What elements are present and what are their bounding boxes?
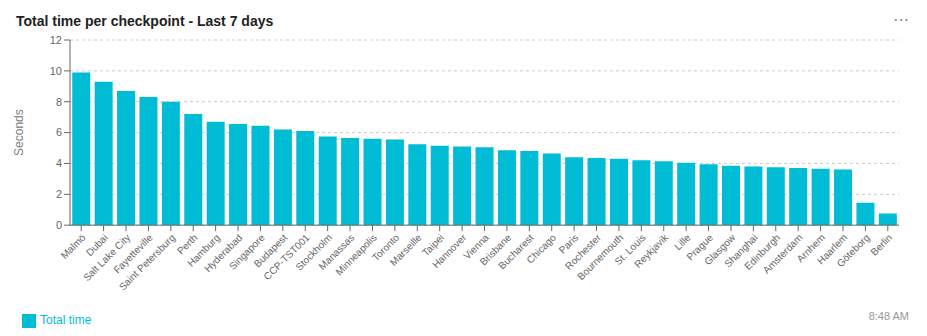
svg-text:2: 2 bbox=[56, 188, 62, 200]
svg-text:St. Louis: St. Louis bbox=[612, 231, 648, 268]
svg-text:Perth: Perth bbox=[175, 231, 200, 257]
svg-text:Amsterdam: Amsterdam bbox=[760, 231, 805, 276]
svg-text:Vienna: Vienna bbox=[461, 231, 491, 262]
svg-text:10: 10 bbox=[50, 65, 62, 77]
html-text:Total time per checkpoint - La: Total time per checkpoint - Last 7 days bbox=[16, 13, 274, 29]
svg-text:Hyderabad: Hyderabad bbox=[202, 231, 245, 275]
svg-text:Minneapolis: Minneapolis bbox=[333, 231, 379, 278]
svg-text:Hamburg: Hamburg bbox=[185, 231, 223, 269]
svg-text:4: 4 bbox=[56, 157, 62, 169]
svg-text:Hannover: Hannover bbox=[430, 231, 469, 271]
svg-text:6: 6 bbox=[56, 126, 62, 138]
svg-text:Marseille: Marseille bbox=[388, 232, 424, 268]
svg-text:Haarlem: Haarlem bbox=[814, 231, 850, 267]
html-text:8:48 AM: 8:48 AM bbox=[868, 310, 909, 322]
svg-text:Brisbane: Brisbane bbox=[477, 231, 514, 268]
svg-text:8: 8 bbox=[56, 96, 62, 108]
svg-text:Toronto: Toronto bbox=[369, 231, 402, 264]
svg-text:Dubai: Dubai bbox=[83, 231, 110, 259]
svg-text:Singapore: Singapore bbox=[226, 231, 267, 272]
svg-text:Seconds: Seconds bbox=[12, 109, 26, 156]
svg-text:Prague: Prague bbox=[684, 231, 715, 263]
svg-text:Manassas: Manassas bbox=[316, 231, 357, 272]
svg-text:Rochester: Rochester bbox=[563, 231, 603, 272]
svg-text:CCP-TST001: CCP-TST001 bbox=[261, 231, 312, 282]
svg-text:Paris: Paris bbox=[556, 231, 581, 256]
svg-text:12: 12 bbox=[50, 34, 62, 46]
svg-text:Arnhem: Arnhem bbox=[794, 231, 827, 265]
svg-text:Fayetteville: Fayetteville bbox=[111, 231, 155, 276]
svg-text:Chicago: Chicago bbox=[524, 232, 558, 266]
svg-text:Malmö: Malmö bbox=[59, 232, 88, 261]
svg-text:0: 0 bbox=[56, 219, 62, 231]
svg-text:Reykjavik: Reykjavik bbox=[632, 231, 671, 270]
svg-text:Saint Petersburg: Saint Petersburg bbox=[117, 232, 177, 292]
svg-text:Bournemouth: Bournemouth bbox=[575, 231, 626, 283]
svg-text:Salt Lake City: Salt Lake City bbox=[81, 231, 133, 284]
svg-text:Shanghai: Shanghai bbox=[722, 231, 760, 270]
svg-text:Bucharest: Bucharest bbox=[496, 231, 536, 272]
svg-text:Lille: Lille bbox=[672, 231, 693, 253]
svg-text:Glasgow: Glasgow bbox=[702, 231, 738, 268]
svg-text:Stockholm: Stockholm bbox=[293, 231, 335, 273]
svg-text:Göteborg: Göteborg bbox=[835, 232, 872, 269]
svg-text:Taipei: Taipei bbox=[419, 231, 447, 259]
svg-text:Edinburgh: Edinburgh bbox=[742, 231, 783, 272]
html-text:Total time: Total time bbox=[40, 313, 92, 328]
svg-text:Budapest: Budapest bbox=[251, 231, 290, 270]
svg-text:Berlin: Berlin bbox=[868, 232, 894, 258]
